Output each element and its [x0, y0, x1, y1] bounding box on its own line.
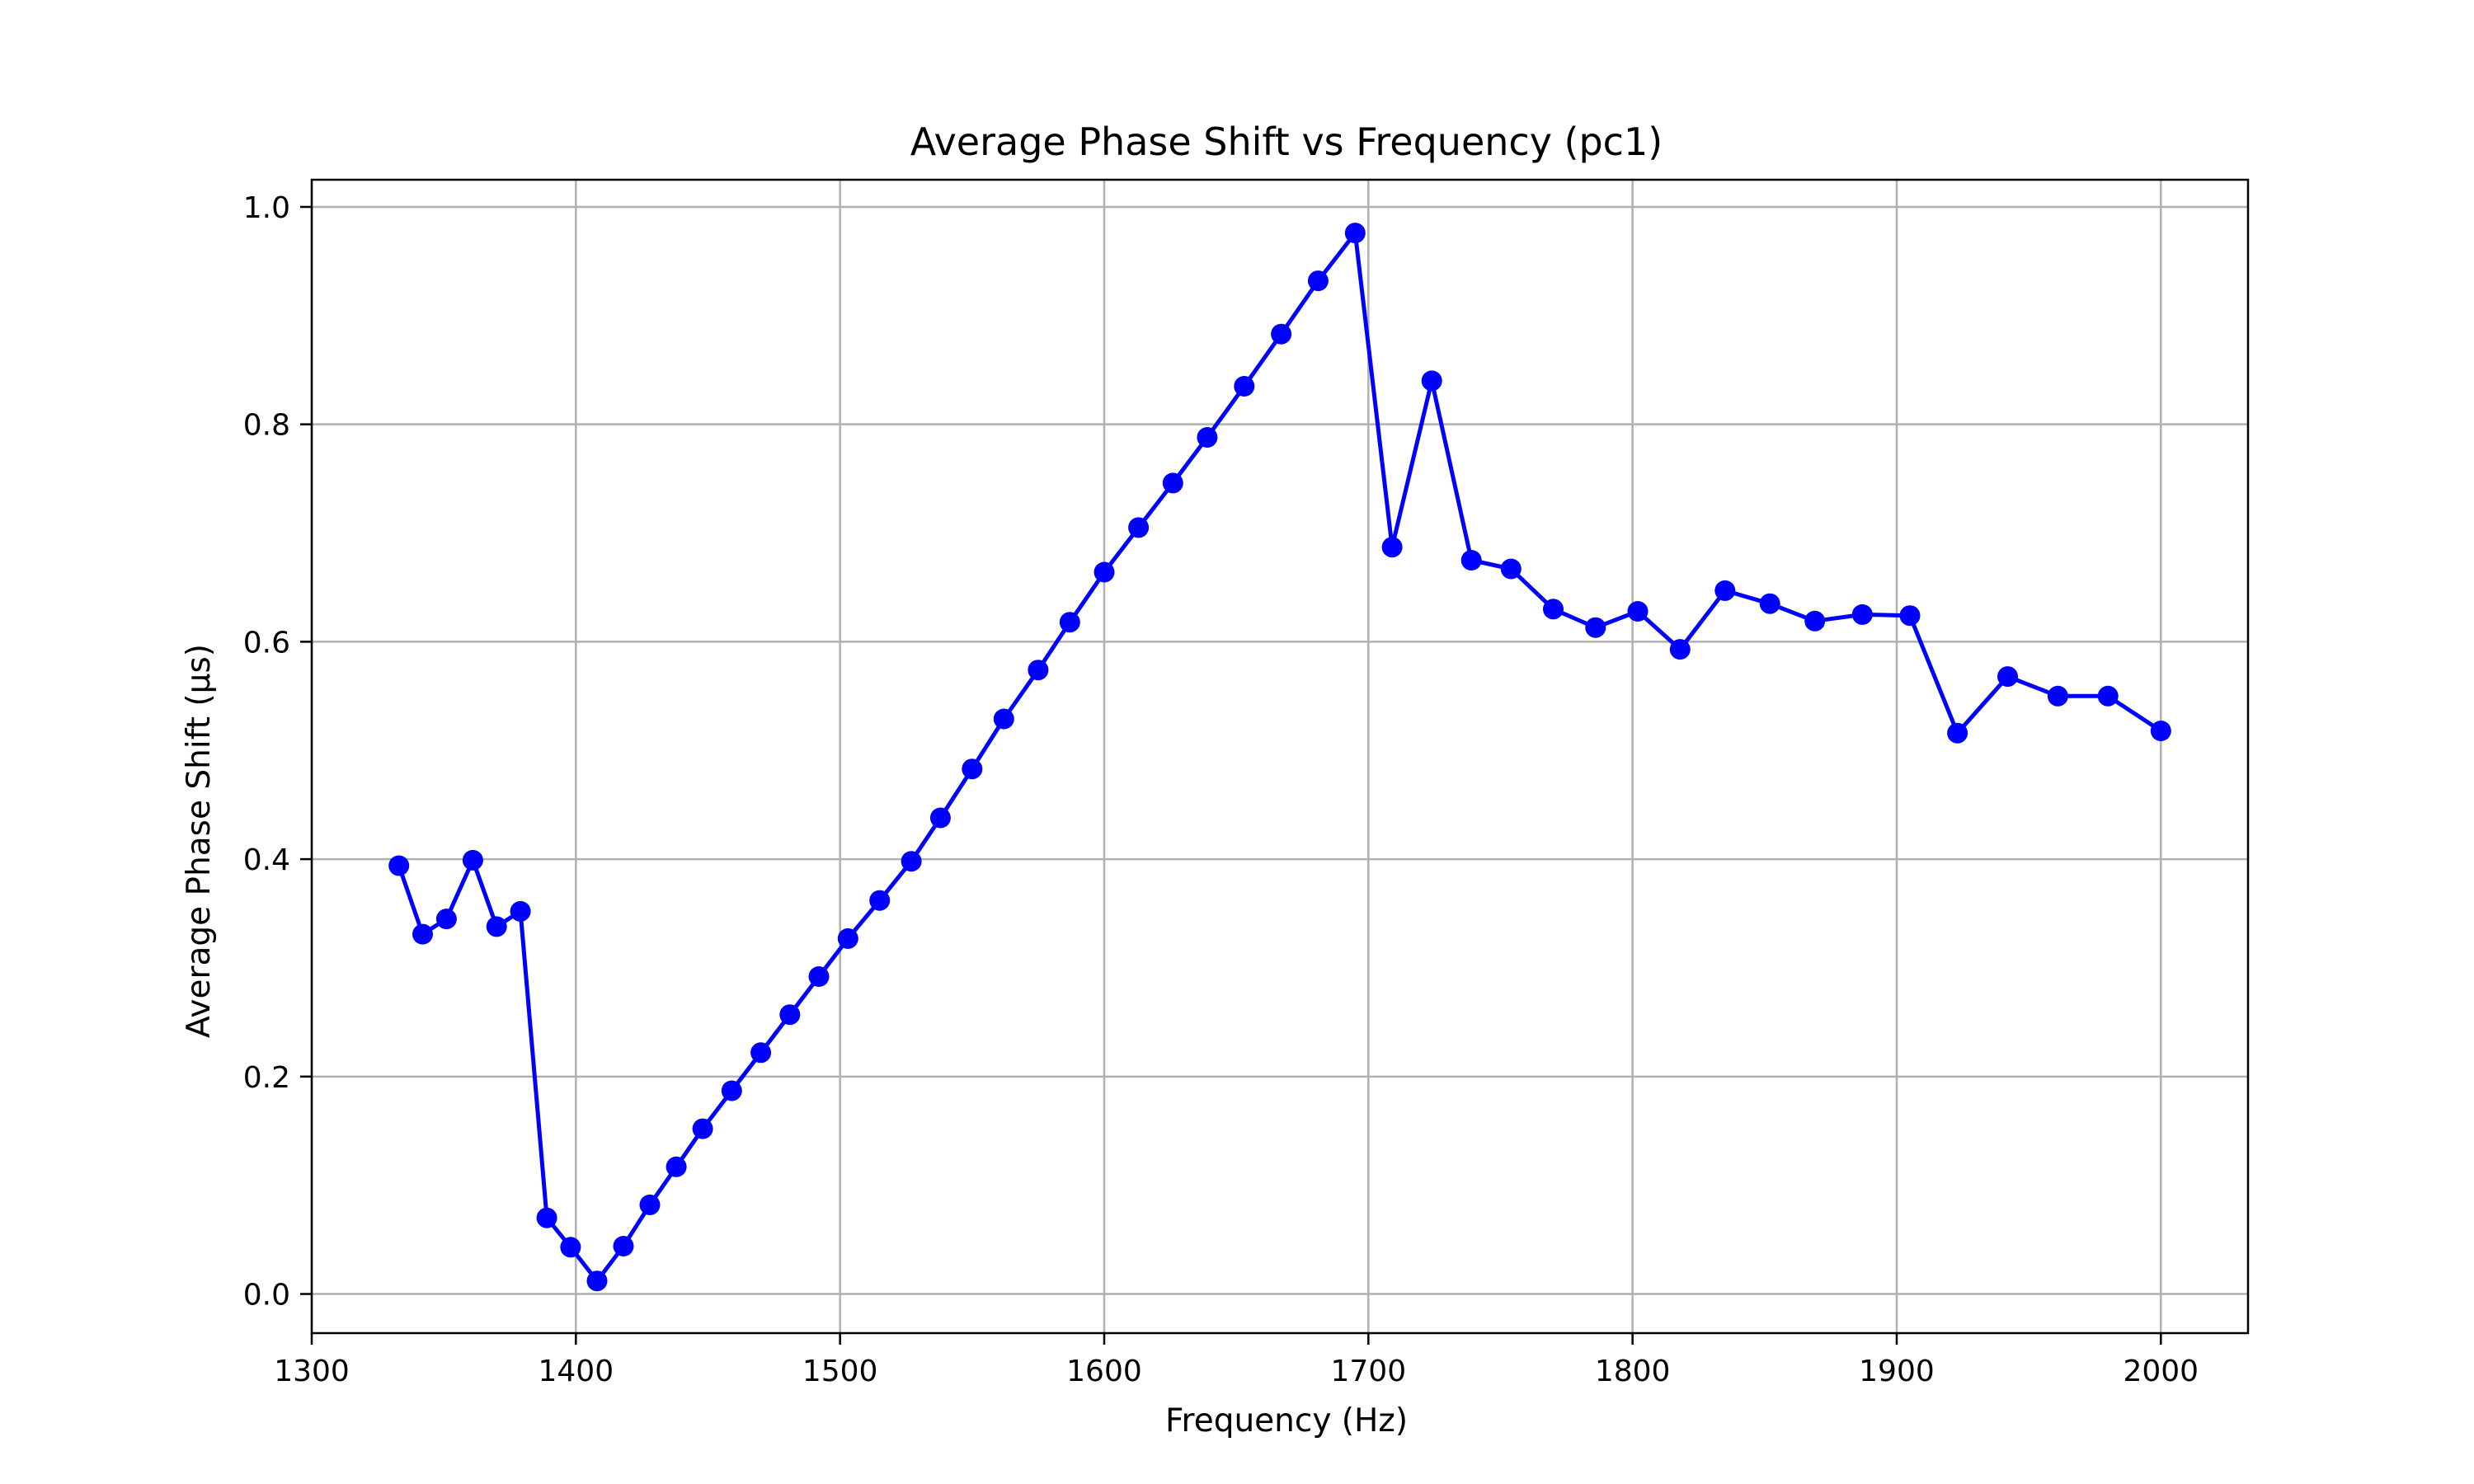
data-point — [613, 1236, 634, 1256]
data-point — [869, 890, 891, 911]
x-tick-label: 1900 — [1859, 1355, 1935, 1388]
data-point — [721, 1080, 742, 1101]
data-point — [435, 909, 457, 930]
data-point — [1500, 558, 1522, 580]
data-point — [779, 1004, 801, 1026]
data-point — [2150, 721, 2171, 741]
y-tick-label: 0.4 — [243, 843, 290, 877]
x-tick-label: 1400 — [539, 1355, 614, 1388]
data-point — [993, 708, 1014, 730]
data-point — [412, 923, 433, 945]
data-point — [1627, 601, 1649, 622]
data-point — [666, 1156, 687, 1177]
data-point — [2047, 685, 2068, 707]
x-tick-label: 1300 — [274, 1355, 350, 1388]
data-point — [1851, 603, 1873, 625]
plot-frame — [310, 178, 2250, 1335]
x-axis-label: Frequency (Hz) — [1165, 1402, 1408, 1439]
data-point — [1307, 270, 1329, 292]
x-tick-label: 1800 — [1595, 1355, 1671, 1388]
x-tick-label: 2000 — [2123, 1355, 2199, 1388]
data-point — [1543, 599, 1564, 620]
grid-layer — [310, 180, 2248, 1333]
y-tick-label: 0.8 — [243, 409, 290, 443]
data-point — [808, 966, 830, 987]
chart-title: Average Phase Shift vs Frequency (pc1) — [910, 120, 1663, 164]
data-point — [1028, 660, 1049, 681]
data-point — [692, 1118, 713, 1139]
data-point — [1669, 639, 1691, 660]
y-axis-label: Average Phase Shift (µs) — [181, 644, 218, 1038]
y-tick-label: 1.0 — [243, 191, 290, 225]
data-point — [2097, 685, 2119, 707]
data-point — [1585, 617, 1606, 638]
data-point — [1899, 605, 1921, 627]
data-point — [1344, 223, 1366, 244]
x-tick-label: 1500 — [802, 1355, 878, 1388]
data-point — [536, 1207, 557, 1228]
data-point — [1128, 517, 1150, 538]
data-point — [486, 916, 507, 937]
data-point — [1162, 472, 1183, 494]
data-point — [462, 849, 483, 871]
data-point — [639, 1194, 661, 1215]
data-point — [837, 928, 858, 949]
data-point — [901, 851, 922, 872]
data-point — [560, 1237, 581, 1258]
data-point — [1059, 612, 1080, 633]
y-tick-label: 0.2 — [243, 1061, 290, 1095]
data-point — [1714, 580, 1736, 601]
data-point — [1997, 666, 2018, 688]
x-tick-label: 1600 — [1066, 1355, 1142, 1388]
data-point — [586, 1270, 608, 1292]
data-point — [1947, 722, 1968, 744]
data-point — [388, 855, 410, 876]
x-tick-label: 1700 — [1330, 1355, 1406, 1388]
data-point — [1759, 593, 1780, 614]
data-point — [1381, 537, 1403, 558]
data-point — [1460, 550, 1482, 571]
y-tick-label: 0.6 — [243, 626, 290, 660]
y-tick-label: 0.0 — [243, 1279, 290, 1313]
data-point — [1804, 610, 1826, 632]
data-point — [1271, 323, 1292, 345]
data-point — [962, 758, 983, 780]
data-point — [929, 807, 951, 829]
data-point — [1094, 561, 1115, 583]
data-point — [1234, 376, 1255, 397]
data-point — [1197, 427, 1218, 448]
data-point — [750, 1042, 772, 1064]
data-point — [1421, 370, 1442, 392]
data-point — [510, 900, 531, 922]
tick-layer: 1300 1400 1500 1600 1700 1800 1900 2000 0.0 0.2 0.… — [243, 191, 2199, 1388]
series-layer — [388, 223, 2171, 1292]
